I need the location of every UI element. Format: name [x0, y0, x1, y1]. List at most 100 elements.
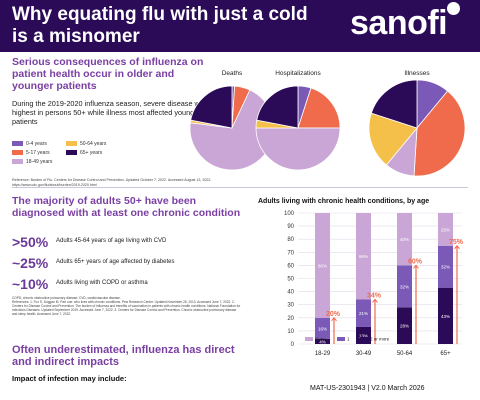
y-tick-label: 50 [287, 277, 294, 283]
legend-label: 65+ years [80, 150, 103, 156]
total-label: 20% [326, 311, 341, 318]
y-tick-label: 80 [287, 237, 294, 243]
legend-label: 0-4 years [26, 141, 47, 147]
x-tick-label: 30-49 [356, 351, 372, 357]
total-arrow [454, 244, 460, 250]
section3-title: Often underestimated, influenza has dire… [12, 344, 235, 368]
sanofi-logo: sanofi [350, 2, 460, 43]
bar-value-label: 43% [441, 314, 450, 319]
section2-references: COPD, chronic obstructive pulmonary dise… [12, 296, 242, 316]
bar-segment [397, 307, 412, 344]
legend-item: 50-64 years [66, 140, 106, 148]
stat-text-value: Adults 65+ years of age affected by diab… [56, 259, 175, 265]
section-divider [12, 187, 468, 188]
legend-item: 65+ years [66, 149, 102, 157]
bar-value-label: 80% [318, 263, 327, 268]
total-arrow [372, 298, 378, 303]
brand-name: sanofi [350, 4, 448, 42]
section1-title: Serious consequences of influenza on pat… [12, 56, 204, 92]
legend-swatch [305, 337, 313, 341]
bar-value-label: 66% [359, 254, 368, 259]
bar-value-label: 32% [400, 284, 409, 289]
total-arrow [331, 317, 337, 322]
legend-label: 50-64 years [80, 141, 107, 147]
y-tick-label: 70 [287, 250, 294, 256]
stat-text-value: Adults 45-64 years of age living with CV… [56, 238, 167, 244]
bar-segment [438, 287, 453, 344]
stat-text: Adults 65+ years of age affected by diab… [56, 259, 174, 265]
legend-item: 0-4 years [12, 140, 47, 148]
pie-slice [255, 127, 341, 171]
total-label: 75% [449, 239, 464, 246]
bar-segment [315, 317, 330, 339]
bar-segment [356, 213, 371, 300]
pie-slice [370, 79, 418, 129]
legend-label: 2 or more [370, 337, 390, 342]
bar-value-label: 4% [319, 339, 326, 344]
x-tick-label: 65+ [440, 351, 451, 357]
bar-value-label: 13% [359, 333, 368, 338]
chart-title: Adults living with chronic health condit… [258, 198, 430, 205]
bar-value-label: 25% [441, 227, 450, 232]
abbreviations: COPD, chronic obstructive pulmonary dise… [12, 296, 121, 300]
bar-segment [397, 213, 412, 266]
bar-value-label: 40% [400, 237, 409, 242]
bar-segment [438, 245, 453, 288]
bar-value-label: 16% [318, 326, 327, 331]
pie-slice [413, 90, 466, 177]
stat-text: Adults 45-64 years of age living with CV… [56, 238, 166, 244]
legend-swatch [66, 150, 77, 156]
y-tick-label: 30 [287, 303, 294, 309]
y-tick-label: 0 [291, 342, 295, 348]
y-tick-label: 60 [287, 263, 294, 269]
pie-slice [297, 87, 341, 129]
pie-slice [190, 85, 233, 129]
section1-body: During the 2019-2020 influenza season, s… [12, 99, 208, 126]
stat-value: >50% [12, 234, 49, 250]
stat-cvd: >50% Adults 45-64 years of age living wit… [12, 234, 242, 252]
x-tick-label: 50-64 [397, 351, 413, 357]
bar-value-label: 21% [359, 311, 368, 316]
legend-swatch [360, 337, 368, 341]
pie-label-illnesses: Illnesses [404, 70, 430, 77]
pie-slice [368, 112, 418, 166]
total-label: 34% [367, 292, 382, 299]
total-arrow [413, 264, 419, 269]
header-banner [0, 0, 480, 52]
bar-value-label: 28% [400, 324, 409, 329]
total-label: 60% [408, 258, 423, 265]
legend-item: 18-49 years [12, 158, 52, 166]
legend-label: 5-17 years [26, 150, 50, 156]
bar-segment [438, 213, 453, 246]
bar-segment [397, 265, 412, 308]
legend-swatch [12, 141, 23, 147]
section2-title: The majority of adults 50+ have been dia… [12, 195, 241, 219]
bar-segment [315, 213, 330, 318]
section1-reference: Reference: Burden of Flu. Centers for Di… [12, 178, 212, 187]
stat-text-value: Adults living with COPD or asthma [56, 280, 148, 286]
page-title: Why equating flu with just a cold is a m… [12, 4, 308, 47]
legend-swatch [66, 141, 77, 147]
legend-item: 5-17 years [12, 149, 50, 157]
legend-swatch [12, 150, 23, 156]
pie-label-deaths: Deaths [221, 70, 243, 77]
legend-swatch [12, 159, 23, 165]
pie-label-hospitalizations: Hospitalizations [275, 70, 321, 77]
references: References: 1. Fox S, Duggan M. Part one… [12, 300, 241, 316]
stat-copd: ~10% Adults living with COPD or asthma [12, 276, 242, 294]
section3-subtitle: Impact of infection may include: [12, 374, 127, 383]
stat-diabetes: ~25% Adults 65+ years of age affected by … [12, 255, 242, 273]
legend-swatch [337, 337, 345, 341]
bar-segment [315, 338, 330, 344]
y-tick-label: 90 [287, 224, 294, 230]
logo-dot [447, 2, 460, 15]
x-tick-label: 18-29 [315, 351, 331, 357]
legend-label: None [315, 337, 326, 342]
legend-label: 18-49 years [26, 159, 53, 165]
y-tick-label: 10 [287, 329, 294, 335]
pie-charts [189, 79, 466, 177]
stat-value: ~25% [12, 255, 49, 271]
bar-segment [356, 299, 371, 327]
legend-label: 1 [347, 337, 350, 342]
